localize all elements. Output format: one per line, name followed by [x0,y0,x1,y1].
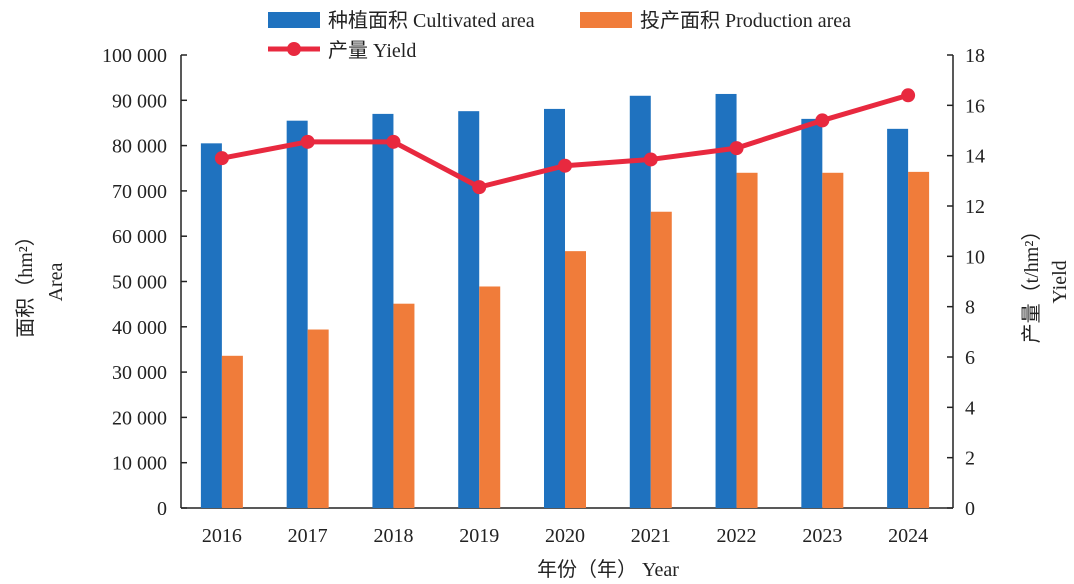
yield-point [643,152,658,167]
legend-label-cultivated: 种植面积 Cultivated area [328,9,535,32]
bar-production-area [650,211,672,508]
legend-label-production: 投产面积 Production area [640,9,851,32]
bars [200,93,930,509]
x-tick-label: 2021 [631,525,671,547]
y-left-tick-label: 10 000 [112,453,167,475]
y-left-tick-label: 90 000 [112,90,167,112]
bar-cultivated-area [887,128,909,509]
yield-point [729,141,744,156]
y-left-tick-label: 0 [157,498,167,520]
bar-production-area [393,303,415,508]
legend-label-yield: 产量 Yield [328,39,416,62]
axis-titles: 面积（hm²） Area 产量（t/hm²） Yield 年份（年） Year [14,221,1071,581]
y-left-tick-label: 50 000 [112,272,167,294]
x-axis-title: 年份（年） Year [537,558,679,579]
y-right-tick-label: 18 [965,45,985,67]
y-right-tick-label: 10 [965,246,985,268]
y-right-tick-label: 12 [965,196,985,218]
y-axis-right-title-en: Yield [1049,260,1071,303]
bar-production-area [221,355,243,508]
x-tick-label: 2024 [888,525,928,547]
x-tick-label: 2018 [373,525,413,547]
bar-cultivated-area [801,118,823,509]
x-tick-label: 2019 [459,525,499,547]
y-right-tick-label: 14 [965,146,985,168]
bar-production-area [908,171,930,508]
y-left-tick-label: 20 000 [112,407,167,429]
y-left-tick-label: 70 000 [112,181,167,203]
yield-point [386,134,401,149]
y-right-tick-label: 6 [965,347,975,369]
bar-cultivated-area [458,111,480,508]
y-left-tick-label: 30 000 [112,362,167,384]
x-tick-label: 2016 [202,525,242,547]
bar-cultivated-area [200,143,222,508]
x-tick-label: 2017 [288,525,328,547]
bar-production-area [822,172,844,508]
yield-point [300,134,315,149]
bar-production-area [479,286,501,508]
yield-line [214,88,916,195]
y-right-tick-label: 0 [965,498,975,520]
legend-marker-yield [287,42,301,56]
x-tick-label: 2022 [717,525,757,547]
legend-swatch-production [580,12,632,28]
bar-production-area [736,172,758,508]
y-left-tick-label: 80 000 [112,136,167,158]
y-axis-left-title-en: Area [45,262,67,301]
x-tick-label: 2023 [802,525,842,547]
yield-point [214,151,229,166]
legend: 种植面积 Cultivated area 投产面积 Production are… [268,9,851,62]
y-left-tick-label: 100 000 [102,45,167,67]
axes: 0 10 000 20 000 30 000 40 000 50 000 60 000 70 … [102,45,985,547]
yield-point [558,158,572,173]
y-right-tick-label: 16 [965,95,985,117]
y-left-tick-label: 60 000 [112,226,167,248]
y-axis-left-title-cn: 面积（hm²） [14,226,37,338]
bar-cultivated-area [715,93,737,508]
bar-production-area [565,251,586,509]
y-right-tick-label: 8 [965,297,975,319]
bar-cultivated-area [286,120,308,508]
y-right-tick-label: 2 [965,448,975,470]
y-left-tick-label: 40 000 [112,317,167,339]
y-axis-right-title-cn: 产量（t/hm²） [1020,221,1043,344]
legend-swatch-cultivated [268,12,320,28]
bar-production-area [307,329,329,508]
bar-cultivated-area [629,95,651,509]
yield-point [472,180,487,195]
bar-cultivated-area [544,108,565,509]
y-right-tick-label: 4 [965,397,975,419]
yield-point [901,88,916,103]
x-tick-label: 2020 [545,525,585,547]
yield-point [815,113,830,128]
bar-cultivated-area [372,113,394,508]
